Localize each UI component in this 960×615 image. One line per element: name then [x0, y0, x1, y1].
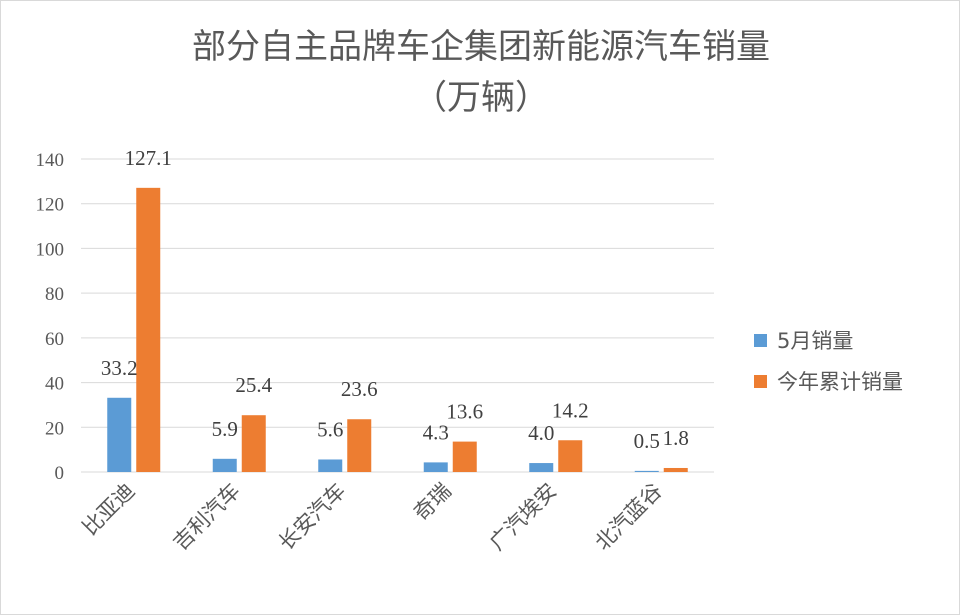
chart-title-line-2: （万辆）	[413, 78, 549, 118]
bar-ytd	[558, 440, 583, 472]
data-labels: 33.2 127.1 5.9 25.4 5.6 23.6 4.313.6 4.014.2 0.5…	[101, 146, 689, 453]
data-label: 1.8	[663, 426, 689, 450]
y-tick-label: 40	[45, 374, 64, 395]
bar-may	[212, 458, 237, 472]
bars	[107, 187, 688, 473]
chart-title: 部分自主品牌车企集团新能源汽车销量 （万辆）	[192, 27, 770, 118]
y-tick-label: 120	[36, 195, 65, 216]
bar-may	[529, 463, 554, 472]
y-tick-label: 80	[45, 284, 64, 305]
x-category-label: 吉利汽车	[168, 479, 244, 555]
y-axis: 0 20 40 60 80 100 120 140	[36, 150, 65, 484]
x-category-label: 北汽蓝谷	[590, 479, 666, 555]
data-label: 4.3	[423, 420, 449, 444]
data-label: 25.4	[235, 373, 272, 397]
x-category-label: 奇瑞	[409, 479, 456, 526]
x-category-label: 长安汽车	[274, 479, 350, 555]
bar-may	[318, 459, 343, 472]
data-label: 5.6	[317, 417, 343, 441]
bar-may	[634, 470, 659, 472]
data-label: 0.5	[634, 429, 660, 453]
bar-ytd	[136, 187, 161, 473]
y-tick-label: 140	[36, 150, 65, 171]
bar-may	[107, 397, 132, 472]
data-label: 23.6	[341, 377, 378, 401]
data-label: 13.6	[446, 400, 483, 424]
bar-may	[423, 462, 448, 472]
bar-ytd	[452, 441, 477, 472]
data-label: 4.0	[528, 421, 554, 445]
legend-label: 5月销量	[777, 329, 853, 353]
legend-label: 今年累计销量	[777, 370, 903, 394]
y-tick-label: 20	[45, 418, 64, 439]
y-tick-label: 0	[55, 463, 65, 484]
data-label: 14.2	[552, 398, 589, 422]
data-label: 5.9	[212, 417, 238, 441]
bar-ytd	[347, 419, 372, 472]
x-axis: 比亚迪 吉利汽车 长安汽车 奇瑞 广汽埃安 北汽蓝谷	[78, 479, 667, 555]
bar-ytd	[663, 467, 688, 472]
bar-ytd	[241, 415, 266, 472]
y-tick-label: 60	[45, 329, 64, 350]
chart-title-line-1: 部分自主品牌车企集团新能源汽车销量	[192, 27, 770, 67]
gridlines	[81, 158, 714, 473]
data-label: 33.2	[101, 356, 138, 380]
legend-swatch	[754, 334, 767, 347]
y-tick-label: 100	[36, 239, 65, 260]
x-category-label: 广汽埃安	[485, 479, 561, 555]
x-category-label: 比亚迪	[78, 479, 140, 541]
data-label: 127.1	[125, 146, 172, 170]
legend-swatch	[754, 375, 767, 388]
